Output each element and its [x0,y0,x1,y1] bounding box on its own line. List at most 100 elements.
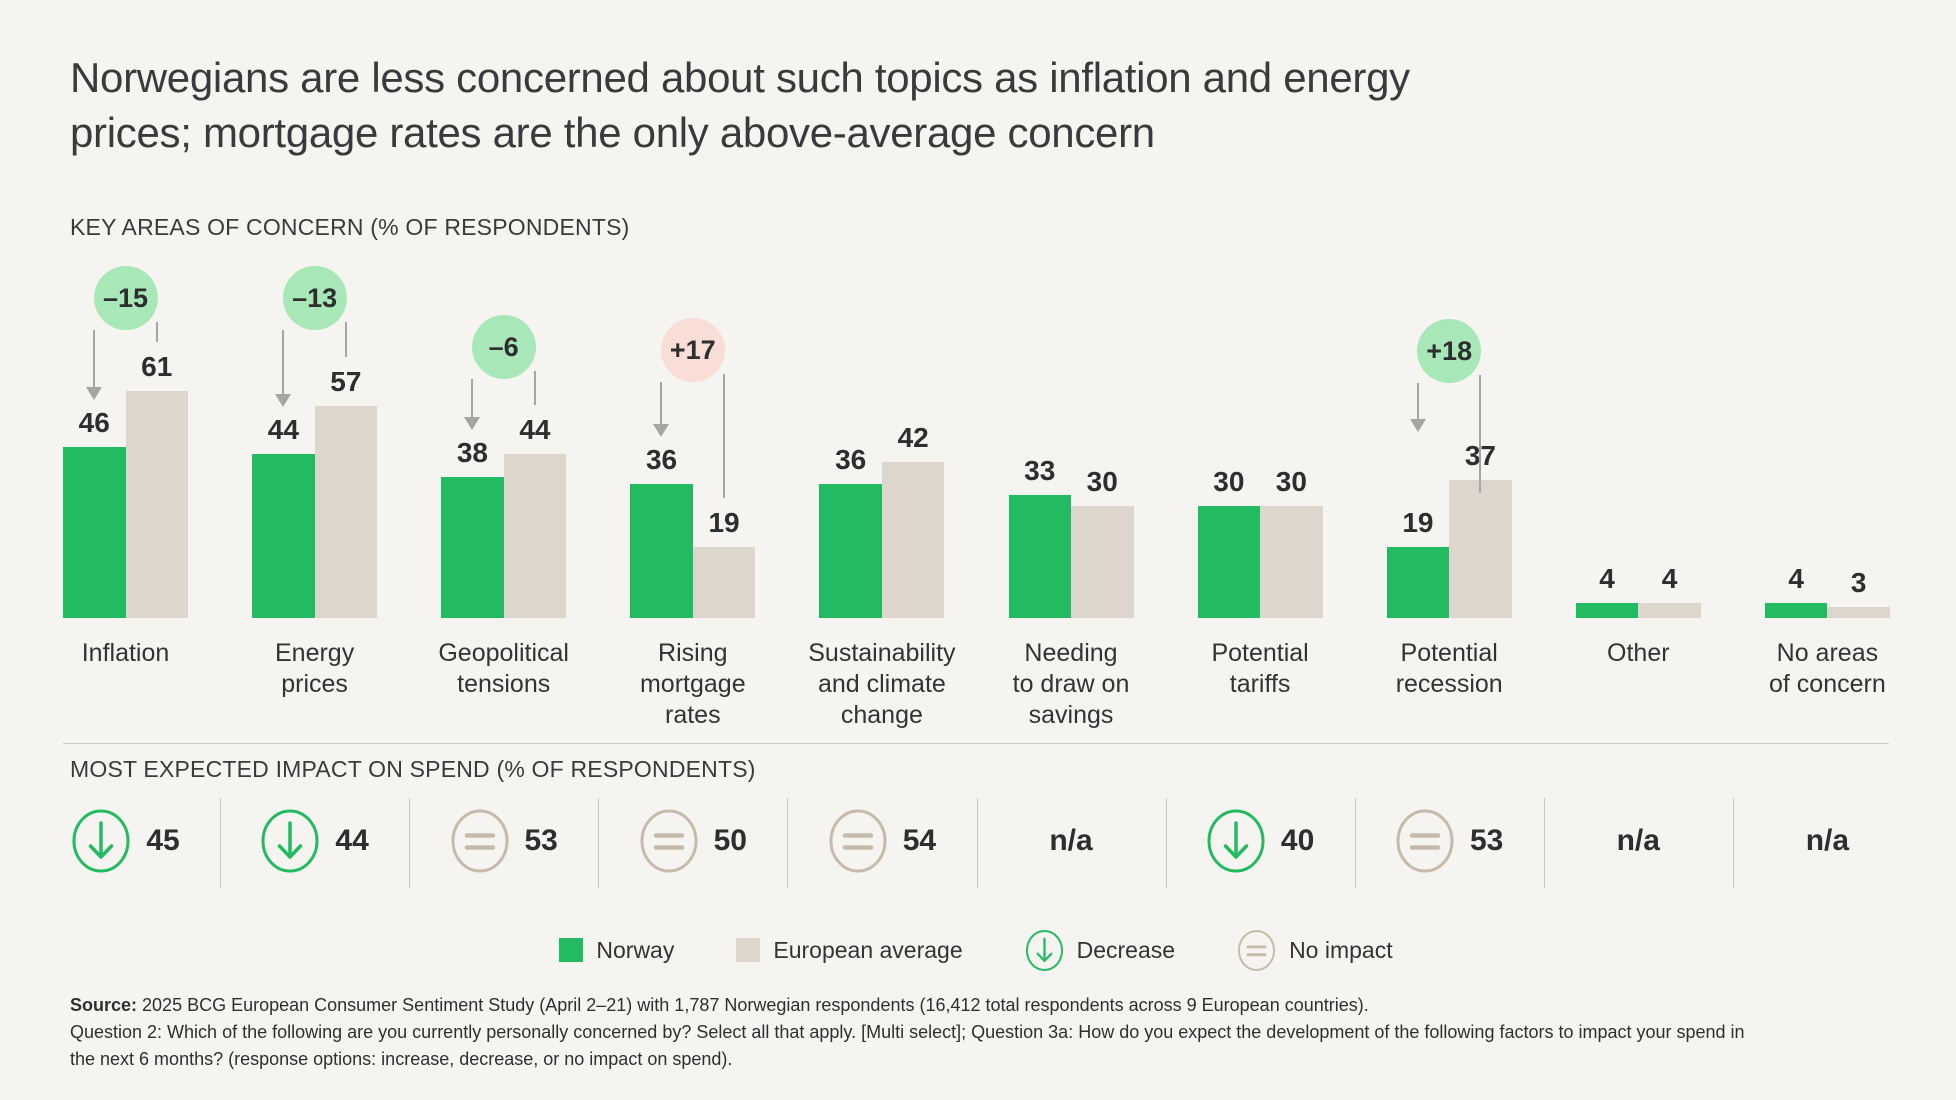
european-average-bar [314,405,378,618]
category-label-geopolitical-tensions: Geopolitical tensions [438,639,569,698]
bar-group-energy-prices: 44 57 –13 [252,240,378,618]
impact-value: 54 [902,824,937,857]
source-note: Source: 2025 BCG European Consumer Senti… [70,992,1920,1073]
impact-cell-divider [976,798,978,888]
source-text: 2025 BCG European Consumer Sentiment Stu… [137,995,1369,1015]
impact-cell-divider [220,798,222,888]
delta-connector-line [1416,383,1419,419]
impact-cell-no-areas-of-concern: n/a [1733,795,1922,887]
impact-cell-rising-mortgage-rates: 50 [598,795,787,887]
no-impact-icon [640,809,698,873]
category-label-potential-tariffs: Potential tariffs [1211,639,1309,698]
impact-cell-divider [409,798,411,888]
norway-bar [1764,603,1828,618]
bar-group-potential-recession: 1937+18 [1386,240,1512,618]
no-impact-icon [829,809,887,873]
category-label-sustainability-and-climate-change: Sustainability and climate change [808,639,956,729]
impact-value: 53 [1470,824,1504,857]
impact-cell-energy-prices: 44 [220,795,409,887]
legend-item-no-impact: No impact [1237,929,1393,972]
european-average-bar [692,547,756,618]
impact-cell-divider [1543,798,1545,888]
delta-arrow-icon [275,394,292,407]
impact-cell-inflation: 45 [31,795,220,887]
impact-value: n/a [1805,824,1850,857]
impact-cell-divider [1732,798,1734,888]
european-average-value-label: 30 [1275,466,1307,498]
impact-value: 50 [713,824,747,857]
concerns-bar-chart: 46 61 –15 44 57 –13 38 44 –6 36 19 +17 36 42 33 30 30 30 1… [63,240,1890,618]
european-average-bar [1071,506,1134,618]
legend: Norway European average Decrease No impact [63,926,1889,974]
delta-connector-line [533,371,536,405]
european-average-bar [1638,603,1701,618]
european-average-value-label: 19 [708,507,740,539]
norway-value-label: 4 [1599,563,1615,595]
norway-value-label: 33 [1024,455,1056,487]
norway-bar [441,476,504,618]
no-impact-icon [1396,809,1454,873]
category-label-potential-recession: Potential recession [1395,639,1503,698]
norway-bar [1008,495,1071,618]
decrease-icon [261,809,319,873]
delta-connector-line [282,330,285,394]
bar-group-rising-mortgage-rates: 36 19 +17 [630,240,756,618]
impact-cell-potential-tariffs: 40 [1166,795,1355,887]
impact-section-header: MOST EXPECTED IMPACT ON SPEND (% OF RESP… [70,756,756,782]
delta-connector-line [1479,375,1482,493]
impact-value: 45 [146,824,180,857]
norway-bar [1386,547,1450,618]
european-average-value-label: 57 [330,365,362,397]
european-average-value-label: 4 [1661,563,1678,595]
bar-group-sustainability-and-climate-change: 36 42 [819,240,945,618]
impact-cell-potential-recession: 53 [1355,795,1544,887]
decrease-icon [1207,809,1265,873]
delta-bubble: +18 [1417,319,1482,383]
impact-value: 40 [1280,824,1315,857]
bar-group-needing-to-draw-on-savings: 33 30 [1008,240,1134,618]
impact-value: n/a [1049,824,1093,857]
impact-value: n/a [1616,824,1660,857]
delta-bubble: –13 [282,266,347,330]
impact-cell-divider [1165,798,1167,888]
delta-connector-line [660,382,663,424]
european-average-swatch [736,938,761,962]
norway-value-label: 30 [1213,466,1245,498]
delta-bubble: –15 [93,266,158,330]
norway-value-label: 46 [78,406,110,438]
section-divider [63,743,1889,744]
slide-title-line-2: prices; mortgage rates are the only abov… [70,109,1155,156]
legend-item-european-average: European average [736,937,963,964]
norway-value-label: 38 [456,436,489,468]
impact-cell-other: n/a [1544,795,1733,887]
bar-group-potential-tariffs: 30 30 [1197,240,1323,618]
source-line-3: the next 6 months? (response options: in… [70,1049,733,1069]
norway-bar [819,484,882,618]
delta-connector-line [471,379,474,417]
european-average-bar [1827,606,1890,618]
european-average-value-label: 3 [1850,566,1867,598]
impact-row: 45 44 53 50 54 n/a 40 53 n/a n/a [63,795,1889,895]
category-label-rising-mortgage-rates: Rising mortgage rates [639,639,746,729]
source-line-2: Question 2: Which of the following are y… [70,1022,1745,1042]
impact-value: 53 [524,824,558,857]
norway-value-label: 36 [835,444,867,476]
norway-bar [252,454,315,618]
slide-title: Norwegians are less concerned about such… [70,50,1410,160]
category-label-energy-prices: Energy prices [274,639,355,698]
legend-item-norway: Norway [559,937,674,964]
impact-cell-sustainability-and-climate-change: 54 [787,795,976,887]
european-average-value-label: 44 [519,414,551,446]
norway-value-label: 19 [1402,507,1434,539]
decrease-icon [72,809,130,873]
european-average-bar [503,454,567,618]
impact-value: 44 [335,824,369,857]
norway-bar [630,484,693,618]
concerns-section-header: KEY AREAS OF CONCERN (% OF RESPONDENTS) [70,214,630,240]
delta-connector-line [155,322,158,342]
delta-bubble: –6 [471,315,536,379]
delta-connector-line [344,322,347,357]
legend-label: No impact [1289,936,1393,963]
